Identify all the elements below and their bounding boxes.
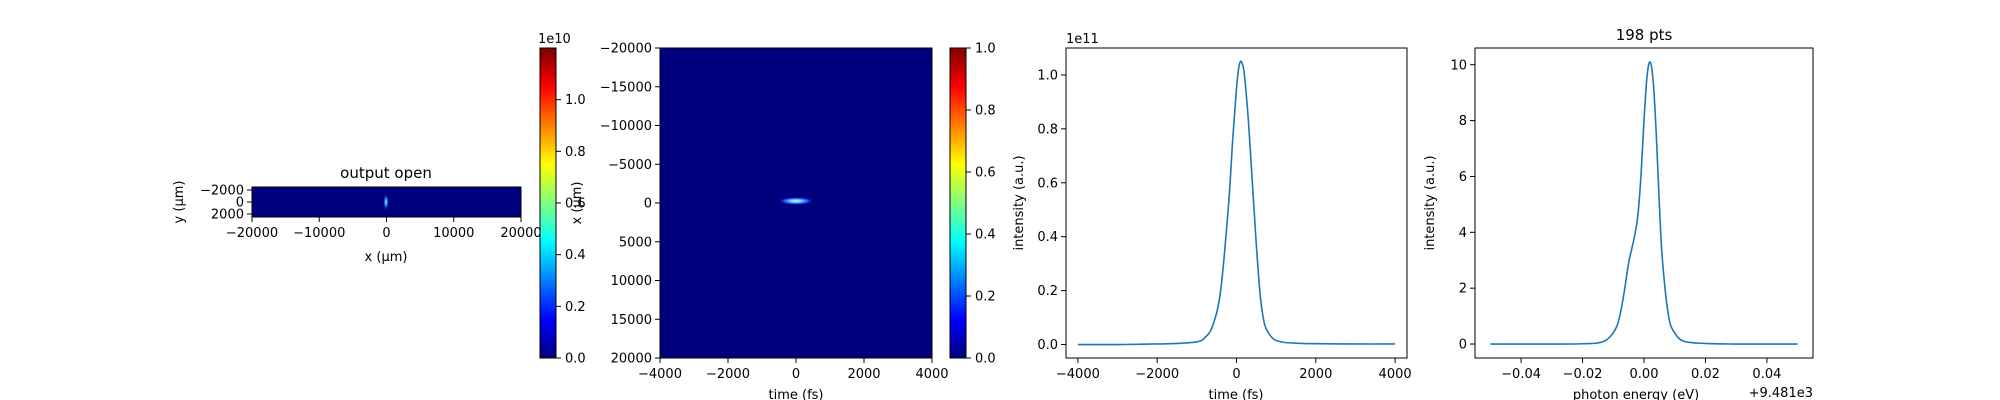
panel3-scale-label: 1e11 — [1066, 32, 1099, 47]
panel4-ytick-label: 0 — [1459, 338, 1467, 353]
colorbar2-ytick-label: 0.8 — [975, 104, 996, 119]
panel2-xlabel: time (fs) — [769, 388, 824, 400]
panel1-xlabel: x (μm) — [365, 250, 408, 265]
panel3-xlabel: time (fs) — [1209, 388, 1264, 400]
panel4-ytick-label: 10 — [1450, 58, 1467, 73]
panel1-ytick-label: 0 — [236, 196, 244, 211]
panel4-ytick-label: 8 — [1459, 114, 1467, 129]
panel1-xtick-label: −10000 — [293, 226, 345, 241]
panel2-ylabel: x (μm) — [570, 182, 585, 225]
panel4-ylabel: intensity (a.u.) — [1423, 155, 1438, 250]
panel-spectrum: 198 pts −0.04 −0.02 0.00 0.02 0.04 0 2 4 6 8 10 +… — [1423, 26, 1814, 400]
panel2-beam-spot — [778, 197, 814, 205]
panel2-ytick-label: −20000 — [600, 42, 652, 57]
panel4-ytick-label: 4 — [1459, 226, 1467, 241]
panel2-ytick-label: 5000 — [619, 235, 652, 250]
panel1-ylabel: y (μm) — [172, 181, 187, 224]
panel4-spectrum-line — [1490, 61, 1798, 345]
panel4-xtick-label: 0.02 — [1691, 367, 1720, 382]
colorbar2-ticks: 1.0 0.8 0.6 0.4 0.2 0.0 — [966, 42, 996, 367]
panel1-beam-spot — [383, 193, 389, 211]
panel4-y-ticks: 0 2 4 6 8 10 — [1450, 58, 1475, 353]
panel3-intensity-line — [1077, 60, 1396, 346]
panel2-xtick-label: 4000 — [915, 367, 948, 382]
colorbar1-ticks: 0.0 0.2 0.4 0.6 0.8 1.0 — [556, 93, 586, 367]
panel1-xtick-label: 20000 — [500, 226, 541, 241]
panel2-ytick-label: −5000 — [608, 158, 652, 173]
panel4-offset-label: +9.481e3 — [1749, 386, 1813, 400]
colorbar2-ytick-label: 0.4 — [975, 228, 996, 243]
colorbar1-tick-label: 0.4 — [565, 248, 586, 263]
panel2-y-ticks: −20000 −15000 −10000 −5000 0 5000 10000 15000 20… — [600, 42, 660, 367]
panel2-xtick-label: −4000 — [638, 367, 682, 382]
panel3-ytick-label: 0.4 — [1037, 230, 1058, 245]
panel4-frame — [1474, 47, 1814, 359]
panel3-x-ticks: −4000 −2000 0 2000 4000 — [1056, 358, 1412, 382]
panel2-xtick-label: 2000 — [847, 367, 880, 382]
panel4-xtick-label: −0.02 — [1563, 367, 1603, 382]
colorbar2-ytick-label: 0.0 — [975, 352, 996, 367]
panel3-xtick-label: −2000 — [1135, 367, 1179, 382]
panel2-ytick-label: 10000 — [611, 274, 652, 289]
panel2-ytick-label: −15000 — [600, 80, 652, 95]
panel1-x-ticks: −20000 −10000 0 10000 20000 — [226, 217, 542, 241]
panel3-y-ticks: 0.0 0.2 0.4 0.6 0.8 1.0 — [1037, 68, 1066, 353]
panel4-xtick-label: 0.04 — [1752, 367, 1781, 382]
colorbar2-ytick-label: 0.2 — [975, 290, 996, 305]
panel4-xlabel: photon energy (eV) — [1573, 388, 1699, 400]
panel4-title: 198 pts — [1616, 26, 1673, 44]
panel3-xtick-label: 2000 — [1299, 367, 1332, 382]
colorbar-2: 1.0 0.8 0.6 0.4 0.2 0.0 — [949, 42, 996, 367]
panel3-ytick-label: 0.0 — [1037, 338, 1058, 353]
panel1-xtick-label: 0 — [382, 226, 390, 241]
colorbar1-gradient — [540, 48, 556, 358]
colorbar1-tick-label: 1.0 — [565, 93, 586, 108]
panel1-ytick-label: −2000 — [200, 184, 244, 199]
panel3-xtick-label: −4000 — [1056, 367, 1100, 382]
panel3-xtick-label: 4000 — [1379, 367, 1412, 382]
colorbar1-tick-label: 0.8 — [565, 145, 586, 160]
panel1-xtick-label: 10000 — [433, 226, 474, 241]
panel4-xtick-label: −0.04 — [1501, 367, 1541, 382]
panel1-xtick-label: −20000 — [226, 226, 278, 241]
panel3-ytick-label: 0.6 — [1037, 176, 1058, 191]
colorbar2-ytick-label: 1.0 — [975, 42, 996, 57]
colorbar-1: 1e10 0.0 0.2 0.4 0.6 0.8 1.0 — [538, 32, 586, 367]
panel3-ytick-label: 1.0 — [1037, 68, 1058, 83]
panel2-x-ticks: −4000 −2000 0 2000 4000 — [638, 358, 949, 382]
colorbar2-frame — [949, 47, 967, 359]
colorbar2-ytick-label: 0.6 — [975, 166, 996, 181]
panel-output-open: output open −20000 −10000 0 10000 20000 −200… — [172, 164, 542, 265]
panel2-ytick-label: −10000 — [600, 119, 652, 134]
panel3-xtick-label: 0 — [1232, 367, 1240, 382]
colorbar1-offset: 1e10 — [538, 32, 571, 47]
panel3-ytick-label: 0.8 — [1037, 122, 1058, 137]
panel-temporal-profile: −4000 −2000 0 2000 4000 0.0 0.2 0.4 0.6 0.8 1.0 1… — [1012, 32, 1412, 400]
colorbar1-tick-label: 0.2 — [565, 300, 586, 315]
panel4-x-ticks: −0.04 −0.02 0.00 0.02 0.04 — [1501, 358, 1781, 382]
colorbar2-gradient — [950, 48, 966, 358]
panel2-ytick-label: 0 — [644, 197, 652, 212]
panel-time-x-heatmap: −4000 −2000 0 2000 4000 −20000−15000−10000−5… — [570, 42, 949, 400]
panel2-xtick-label: 0 — [792, 367, 800, 382]
panel4-xtick-label: 0.00 — [1630, 367, 1659, 382]
panel3-ytick-label: 0.2 — [1037, 284, 1058, 299]
colorbar1-tick-label: 0.6 — [565, 197, 586, 212]
panel4-ytick-label: 6 — [1459, 170, 1467, 185]
panel2-ytick-label: 20000 — [611, 352, 652, 367]
panel2-xtick-label: −2000 — [706, 367, 750, 382]
panel4-ytick-label: 2 — [1459, 282, 1467, 297]
colorbar1-tick-label: 0.0 — [565, 352, 586, 367]
panel1-ytick-label: 2000 — [211, 208, 244, 223]
panel1-title: output open — [340, 164, 432, 182]
panel2-ytick-label: 15000 — [611, 313, 652, 328]
panel3-ylabel: intensity (a.u.) — [1012, 155, 1027, 250]
